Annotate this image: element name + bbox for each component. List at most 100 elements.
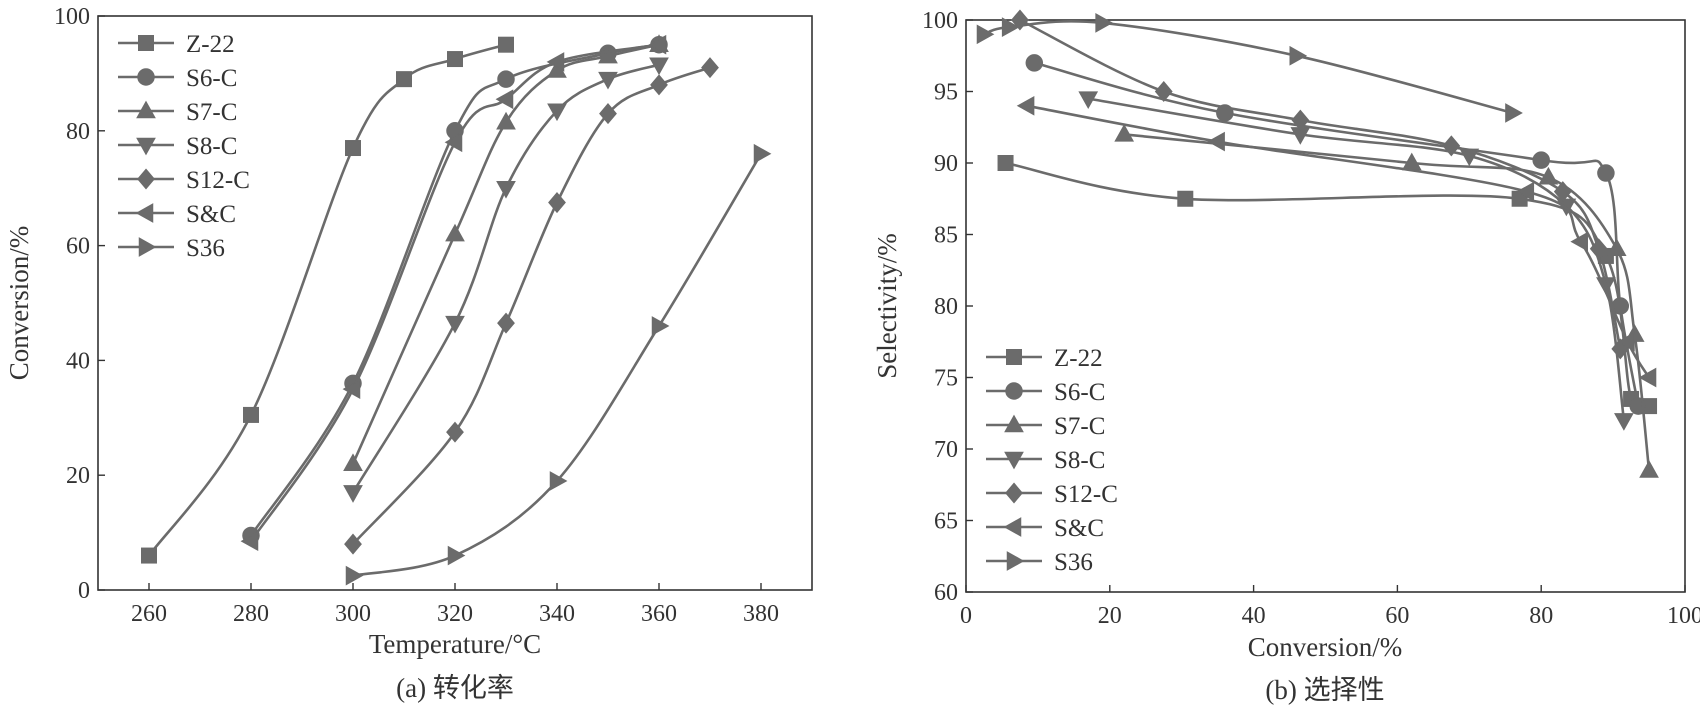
panel-a-legend-item-s7-c: S7-C: [118, 99, 237, 126]
panel-a-series-line-s36: [351, 152, 763, 577]
panel-a-series-s36: [345, 143, 772, 586]
panel-b-data-point-s36: [1505, 103, 1523, 123]
panel-b-data-point-s6-c: [1597, 164, 1615, 182]
panel-b-legend-item-s6-c: S6-C: [986, 379, 1105, 406]
panel-b-y-tick-label: 80: [934, 294, 958, 320]
panel-b-data-point-s6-c: [1025, 54, 1044, 72]
panel-b-data-point-s7-c: [1114, 123, 1135, 142]
panel-b-legend-marker-s-and-c: [1003, 517, 1022, 537]
panel-b-series-line-s-and-c: [1025, 104, 1651, 379]
panel-a-legend-marker-s-and-c: [135, 203, 154, 223]
panel-b-legend-label: S8-C: [1054, 447, 1105, 474]
panel-a-data-point-s8-c: [445, 315, 465, 334]
panel-b-legend-marker-s36: [1006, 551, 1025, 571]
panel-a-series-s-and-c: [240, 34, 667, 552]
panel-a-legend-label: S&C: [186, 201, 236, 228]
panel-a-y-tick-label: 60: [66, 234, 90, 260]
panel-a-data-point-s8-c: [649, 57, 669, 76]
panel-b-data-point-s12-c: [1589, 238, 1608, 260]
panel-b-legend-marker-s7-c: [1004, 414, 1024, 433]
panel-b-data-point-s36: [1289, 45, 1308, 66]
panel-a-data-point-s-and-c: [240, 531, 259, 552]
panel-b-data-point-s12-c: [1553, 181, 1572, 203]
panel-b-y-axis-label: Selectivity/%: [872, 233, 902, 378]
panel-a-data-point-s-and-c: [444, 132, 463, 153]
panel-a-data-point-s12-c: [548, 192, 566, 214]
panel-a-legend-label: S7-C: [186, 99, 237, 126]
panel-a-data-point-s8-c: [343, 485, 363, 503]
panel-a-ticks: 260 280 300 320 340 360 380 0 20 40 60 80 100: [54, 4, 779, 627]
panel-a-data-point-z-22: [243, 406, 259, 423]
panel-b-series-line-s8-c: [1086, 97, 1626, 422]
panel-b-data-point-s-and-c: [1016, 95, 1035, 116]
panel-a-x-tick-label: 320: [437, 601, 473, 627]
panel-a-series: [141, 34, 772, 586]
panel-a-legend-marker-s8-c: [136, 137, 156, 156]
panel-a-data-point-s12-c: [599, 103, 617, 125]
panel-a-data-point-s7-c: [598, 45, 618, 64]
panel-b-legend-label: S&C: [1054, 515, 1104, 542]
panel-a-data-point-s12-c: [446, 421, 464, 443]
panel-a-data-point-s-and-c: [342, 379, 361, 399]
panel-a-x-axis-label: Temperature/°C: [369, 629, 541, 659]
panel-a-series-line-s12-c: [351, 66, 712, 546]
panel-b-x-tick-label: 80: [1529, 603, 1553, 629]
panel-a-x-tick-label: 360: [641, 601, 677, 627]
panel-a-legend-item-s-and-c: S&C: [118, 201, 236, 228]
panel-b-data-point-s12-c: [1154, 80, 1173, 103]
panel-b-x-tick-label: 20: [1098, 603, 1122, 629]
panel-a-x-tick-label: 340: [539, 601, 575, 627]
panel-b-legend-marker-z-22: [1006, 349, 1022, 365]
panel-a-series-line-s-and-c: [249, 43, 661, 543]
panel-a-data-point-s12-c: [344, 533, 362, 555]
panel-a-data-point-s-and-c: [495, 89, 514, 110]
panel-b-data-point-z-22: [997, 155, 1014, 171]
panel-b-data-point-s6-c: [1532, 151, 1550, 169]
panel-a-y-tick-label: 20: [66, 463, 90, 489]
panel-b-y-tick-label: 90: [934, 151, 958, 177]
panel-b-y-tick-label: 95: [934, 80, 958, 106]
panel-b-data-point-s12-c: [1291, 109, 1310, 131]
panel-b-data-point-z-22: [1177, 190, 1194, 207]
panel-a-data-point-s36: [651, 316, 670, 336]
panel-a-data-point-s7-c: [445, 223, 465, 242]
panel-b-y-tick-label: 75: [934, 366, 958, 392]
panel-a-x-tick-label: 260: [131, 601, 167, 627]
panel-b-legend-label: S36: [1054, 549, 1093, 576]
panel-b-legend-label: S7-C: [1054, 413, 1105, 440]
panel-b-legend-marker-s8-c: [1004, 451, 1024, 470]
panel-a-series-s8-c: [343, 57, 669, 503]
panel-a-x-tick-label: 380: [743, 601, 779, 627]
panel-a-data-point-s8-c: [547, 103, 567, 122]
panel-a-data-point-s6-c: [497, 70, 515, 88]
panel-b-y-tick-label: 60: [934, 580, 958, 606]
panel-a-series-line-s6-c: [249, 43, 661, 537]
panel-b-y-tick-label: 100: [922, 8, 958, 34]
panel-b-series-s36: [976, 13, 1523, 123]
panel-b-data-point-s36: [976, 24, 995, 45]
panel-b-y-tick-label: 85: [934, 223, 958, 249]
panel-b-legend-item-s12-c: S12-C: [986, 481, 1118, 508]
panel-a-legend-marker-s36: [138, 237, 157, 257]
panel-a-data-point-z-22: [447, 51, 463, 68]
panel-b-legend-marker-s12-c: [1005, 482, 1023, 504]
panel-a-data-point-s36: [345, 565, 364, 586]
panel-b-legend-item-s-and-c: S&C: [986, 515, 1104, 542]
panel-a-legend-item-s8-c: S8-C: [118, 133, 237, 160]
panel-b-data-point-s-and-c: [1570, 231, 1588, 252]
panel-a-caption: (a) 转化率: [396, 673, 514, 703]
panel-a-y-tick-label: 0: [78, 578, 90, 604]
panel-a-x-tick-label: 280: [233, 601, 269, 627]
panel-b-data-point-s-and-c: [1207, 131, 1225, 152]
panel-a-legend-item-s12-c: S12-C: [118, 167, 250, 194]
panel-b-legend-label: S12-C: [1054, 481, 1118, 508]
panel-a-legend-label: S36: [186, 235, 225, 262]
panel-b-series-line-s6-c: [1033, 61, 1640, 408]
panel-b-series: [976, 9, 1659, 478]
panel-a-data-point-s-and-c: [648, 34, 667, 55]
panel-b-x-axis-label: Conversion/%: [1248, 632, 1403, 662]
panel-b-y-tick-label: 65: [934, 509, 958, 535]
panel-b-legend-label: S6-C: [1054, 379, 1105, 406]
panel-a-data-point-z-22: [396, 71, 412, 88]
